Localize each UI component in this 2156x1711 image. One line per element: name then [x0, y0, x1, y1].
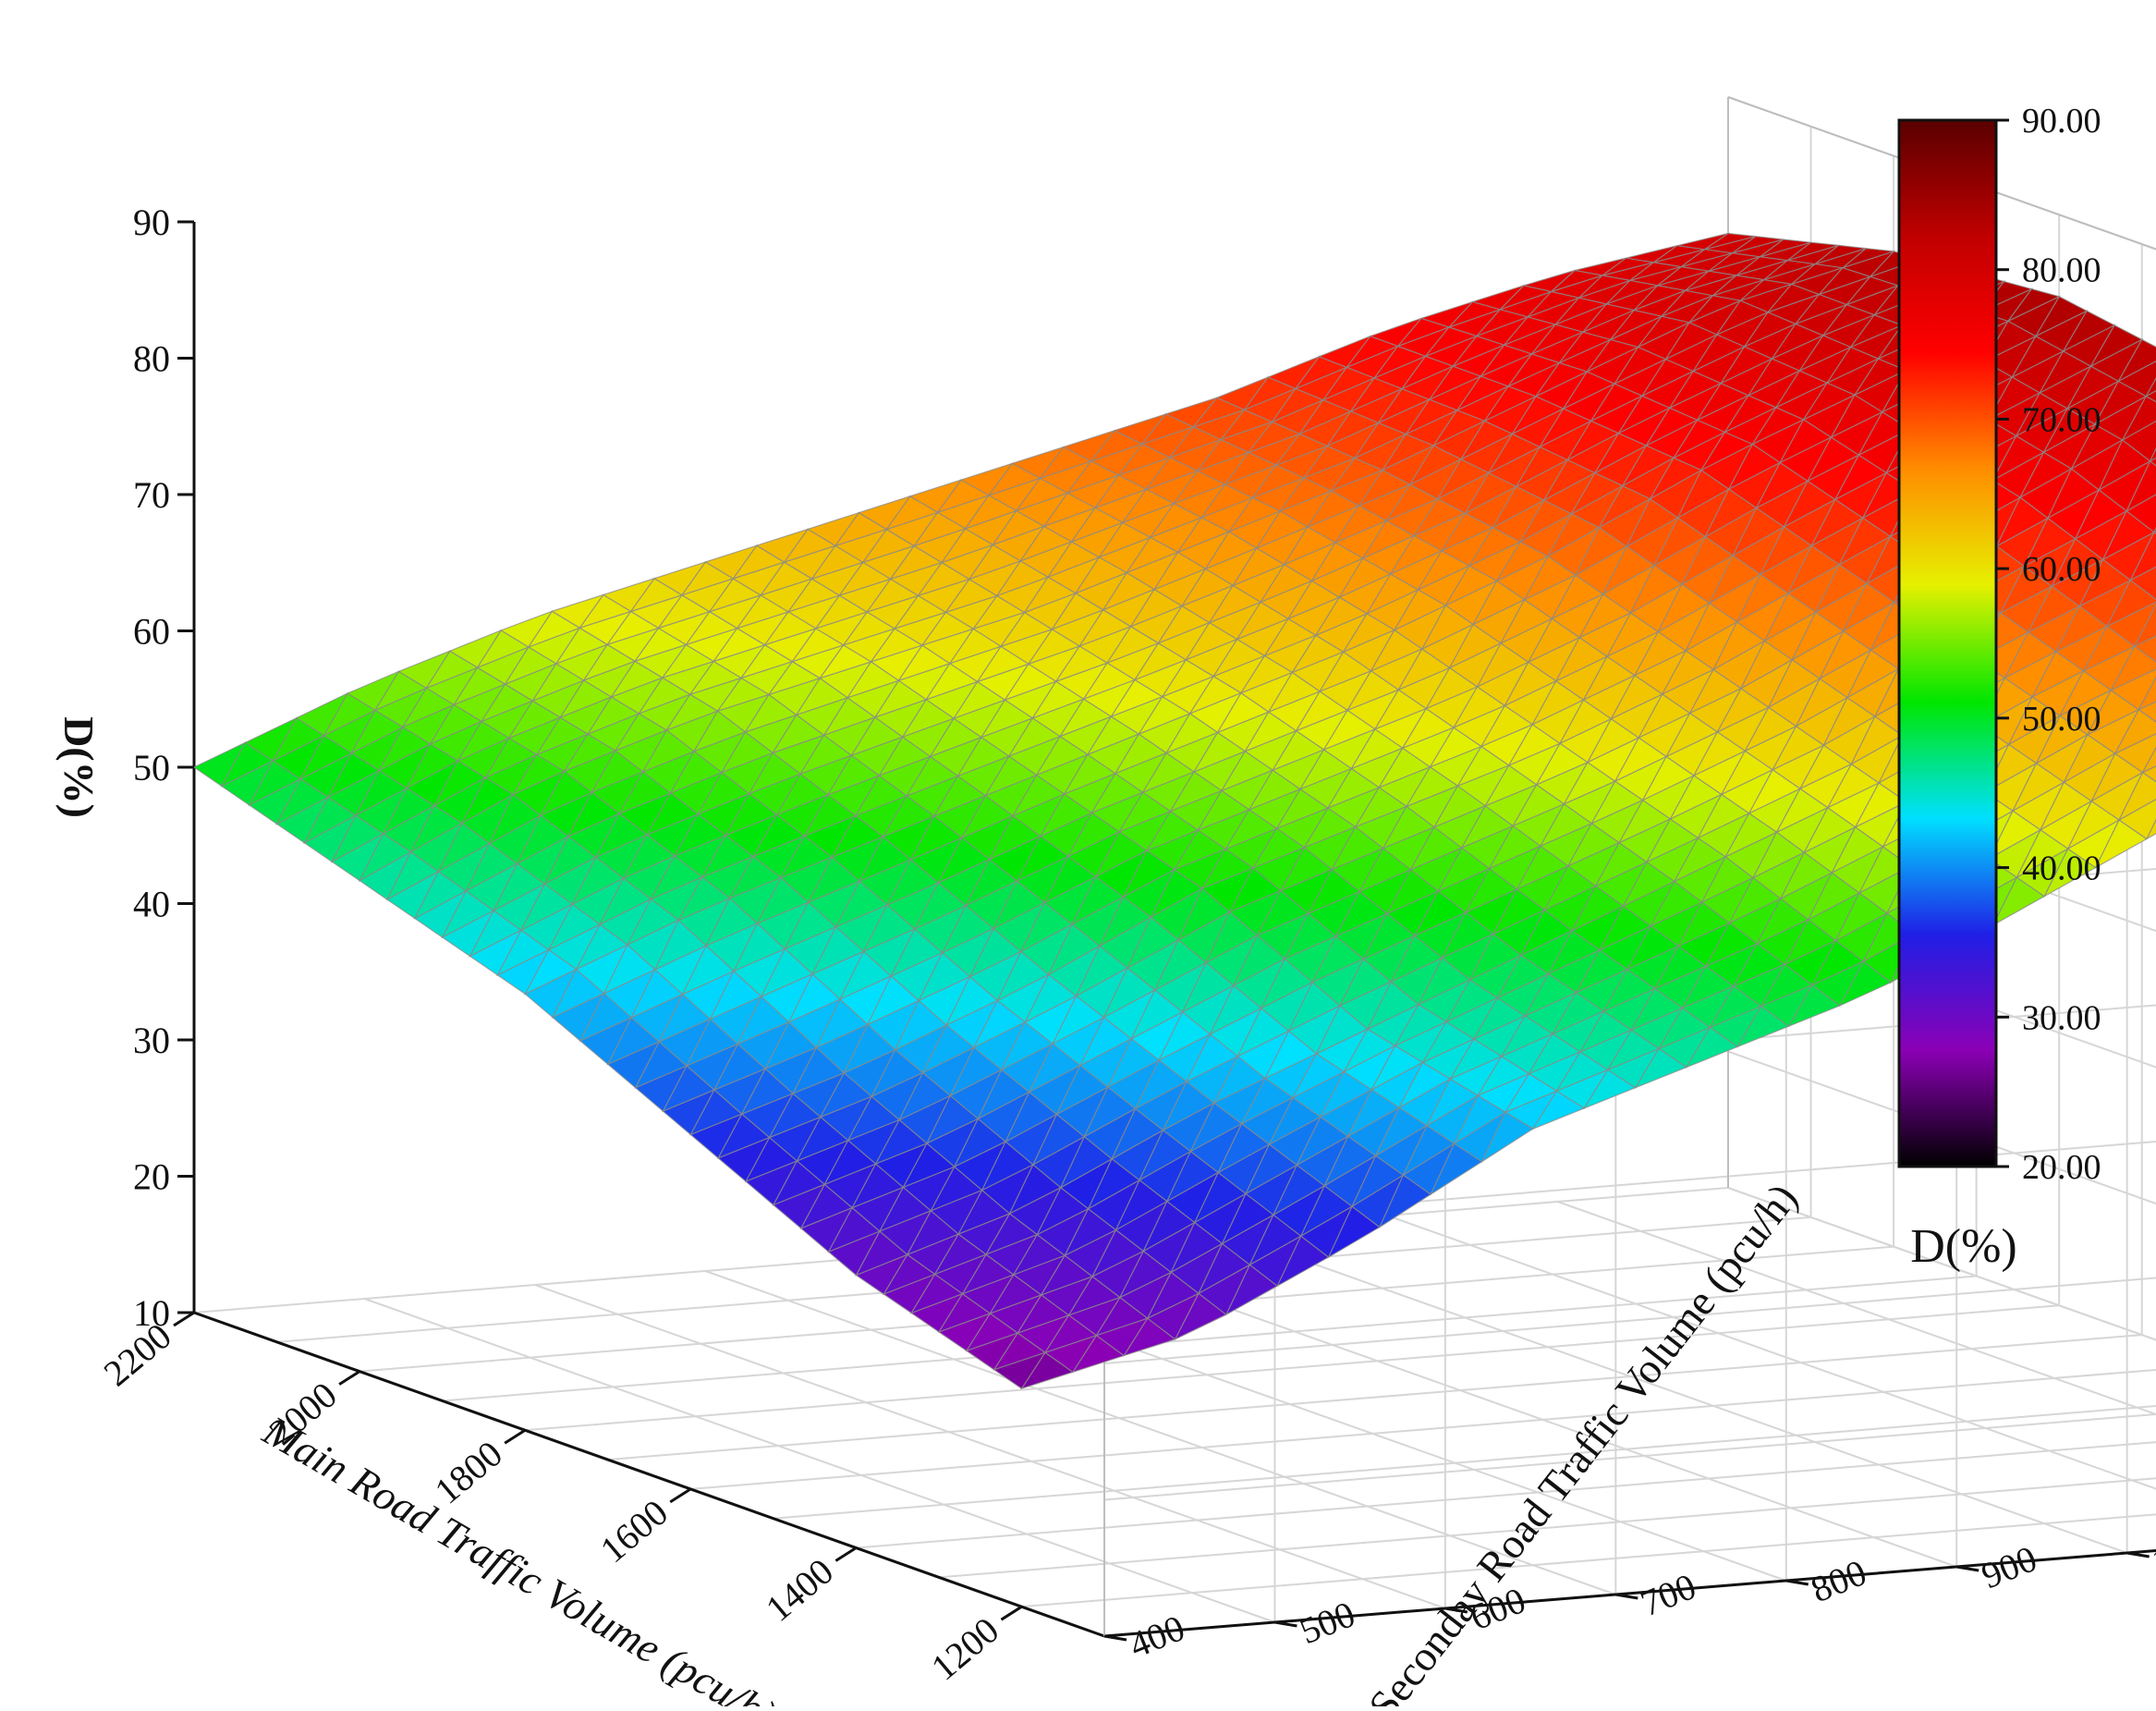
x-tick [835, 1548, 856, 1561]
colorbar-tick-label: 90.00 [2022, 102, 2101, 141]
y-tick-label: 400 [1124, 1607, 1190, 1666]
colorbar-bar [1899, 120, 1996, 1167]
z-tick-label: 50 [133, 747, 170, 788]
grid-line [525, 1305, 2059, 1430]
colorbar-tick-label: 80.00 [2022, 251, 2101, 290]
y-tick [2127, 1553, 2150, 1557]
x-tick [505, 1430, 525, 1443]
x-tick [670, 1489, 690, 1502]
colorbar-tick-label: 50.00 [2022, 700, 2101, 739]
z-axis-title: D(%) [55, 716, 103, 818]
y-tick [1956, 1567, 1979, 1570]
y-tick-label: 500 [1294, 1593, 1360, 1652]
x-tick-label: 1600 [592, 1491, 676, 1570]
z-tick-label: 30 [133, 1020, 170, 1061]
z-tick-label: 70 [133, 474, 170, 516]
grid-line [1217, 1229, 2127, 1553]
colorbar-tick-label: 20.00 [2022, 1148, 2101, 1187]
z-tick-label: 40 [133, 884, 170, 925]
z-tick-label: 80 [133, 338, 170, 380]
colorbar-tick-label: 40.00 [2022, 849, 2101, 888]
z-tick-label: 60 [133, 611, 170, 653]
y-tick [1104, 1636, 1127, 1640]
grid-line [1387, 1216, 2156, 1539]
y-tick-label: 1000 [2146, 1517, 2156, 1583]
colorbar-tick-label: 30.00 [2022, 998, 2101, 1037]
x-tick [174, 1313, 194, 1326]
grid-line [1021, 1482, 2156, 1607]
grid-line [773, 1394, 2156, 1519]
colorbar-tick-label: 60.00 [2022, 550, 2101, 589]
grid-line [608, 1335, 2142, 1460]
surface-mesh [194, 234, 2156, 1389]
y-tick [1615, 1595, 1638, 1598]
z-tick-label: 90 [133, 202, 170, 243]
y-tick [1786, 1581, 1809, 1584]
colorbar-tick-label: 70.00 [2022, 400, 2101, 439]
y-tick-label: 900 [1976, 1537, 2042, 1596]
y-tick-label: 800 [1805, 1551, 1871, 1610]
y-tick [1274, 1622, 1297, 1626]
colorbar-title: D(%) [1910, 1220, 2017, 1273]
x-tick-label: 1200 [923, 1609, 1006, 1689]
grid-line [690, 1364, 2156, 1489]
y-tick-label: 700 [1635, 1565, 1701, 1624]
x-tick-label: 1400 [758, 1550, 841, 1630]
x-tick [339, 1372, 359, 1385]
z-tick-label: 20 [133, 1156, 170, 1198]
x-tick [1001, 1607, 1021, 1619]
